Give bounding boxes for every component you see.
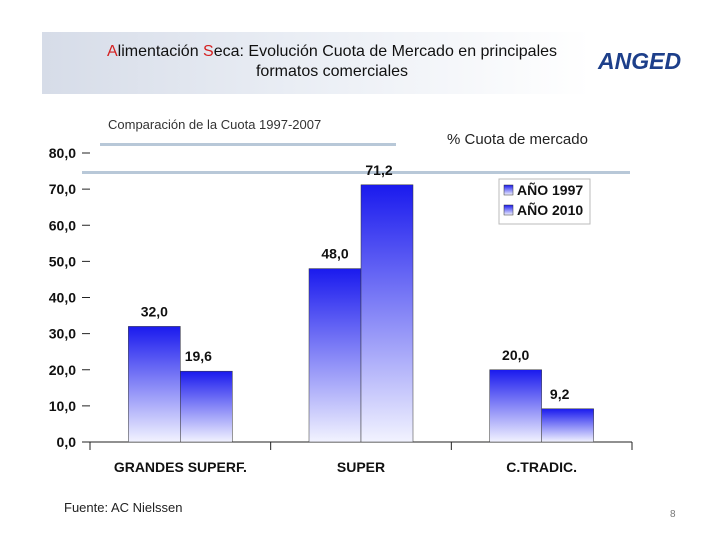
bar-series-a <box>128 326 181 443</box>
y-tick-label: 0,0 <box>57 434 77 450</box>
y-tick-label: 50,0 <box>49 253 76 269</box>
data-label: 48,0 <box>321 246 348 262</box>
bar-series-b <box>541 408 594 443</box>
legend-label: AÑO 1997 <box>517 181 583 198</box>
data-label: 71,2 <box>365 162 392 178</box>
bar-series-a <box>308 268 362 443</box>
data-label: 9,2 <box>550 386 570 402</box>
legend-box <box>498 178 591 225</box>
data-label: 19,6 <box>185 348 212 364</box>
anged-logo: ANGED <box>598 48 682 74</box>
decorative-rule-lower <box>82 171 630 174</box>
source-note: Fuente: AC Nielssen <box>64 500 183 515</box>
page-title: Alimentación Seca: Evolución Cuota de Me… <box>42 42 622 82</box>
legend-swatch <box>503 204 514 216</box>
title-band <box>42 32 590 94</box>
bar-series-b <box>180 370 233 443</box>
legend-swatch <box>503 184 514 196</box>
y-tick-label: 60,0 <box>49 217 76 233</box>
data-label: 32,0 <box>141 303 168 319</box>
y-axis-title: % Cuota de mercado <box>447 131 588 148</box>
chart-subtitle: Comparación de la Cuota 1997-2007 <box>108 117 322 132</box>
title-text-1: limentación <box>117 43 204 60</box>
category-label: SUPER <box>337 459 385 475</box>
data-label: 20,0 <box>502 347 529 363</box>
y-tick-label: 80,0 <box>49 145 76 161</box>
y-tick-label: 30,0 <box>49 326 76 342</box>
y-tick-label: 40,0 <box>49 290 76 306</box>
y-tick-label: 70,0 <box>49 181 76 197</box>
y-tick-label: 20,0 <box>49 362 76 378</box>
title-initial-a: A <box>106 43 118 60</box>
category-label: C.TRADIC. <box>506 459 577 475</box>
title-line-2: formatos comerciales <box>255 63 409 80</box>
title-initial-s: S <box>203 43 214 60</box>
title-text-2: eca: Evolución Cuota de Mercado en princ… <box>213 43 558 60</box>
legend-label: AÑO 2010 <box>517 201 583 218</box>
page-number: 8 <box>670 509 676 520</box>
decorative-rule-upper <box>100 143 396 146</box>
bar-series-b <box>360 184 414 443</box>
bar-series-a <box>489 369 542 443</box>
y-tick-label: 10,0 <box>49 398 76 414</box>
category-label: GRANDES SUPERF. <box>114 459 247 475</box>
